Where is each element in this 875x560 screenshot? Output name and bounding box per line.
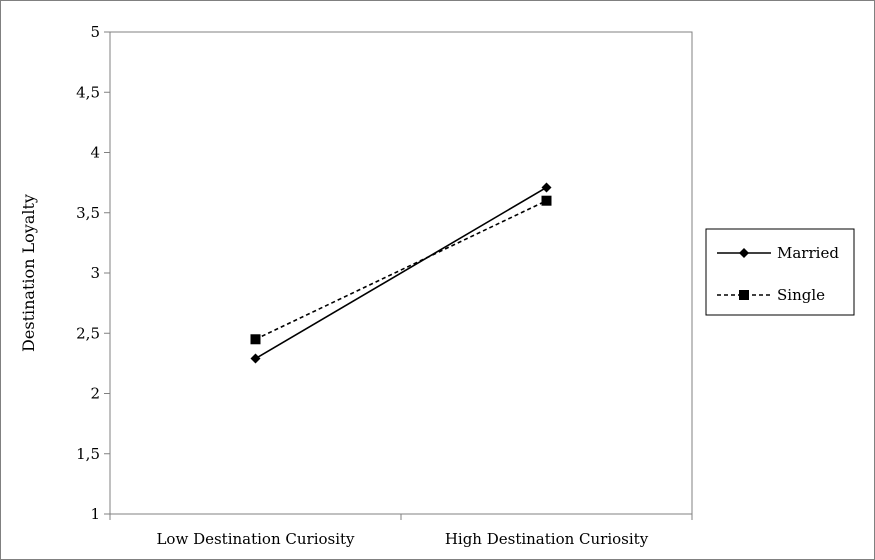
y-axis: 1 1,5 2 2,5 3 3,5 4 4,5 5: [76, 23, 110, 523]
data-point-single: [541, 195, 552, 206]
series-line-married: [255, 186, 547, 360]
y-tick-label: 1,5: [76, 445, 100, 463]
data-point-married: [541, 182, 552, 193]
legend-marker-married: [739, 248, 749, 258]
legend-label-single: Single: [777, 286, 825, 304]
legend-label-married: Married: [777, 244, 839, 262]
series-line-single: [255, 199, 547, 340]
y-tick-label: 2: [90, 385, 100, 403]
legend-box: [705, 228, 855, 316]
legend-marker-single: [739, 290, 749, 300]
x-tick-label: Low Destination Curiosity: [156, 530, 355, 548]
y-tick-label: 4,5: [76, 83, 100, 101]
y-axis-title: Destination Loyalty: [19, 194, 38, 352]
series-layer: [250, 182, 552, 364]
data-point-single: [250, 334, 261, 345]
y-tick-label: 5: [90, 23, 100, 41]
y-tick-label: 4: [90, 144, 100, 162]
y-tick-label: 3: [90, 264, 100, 282]
legend: Married Single: [705, 228, 855, 316]
y-tick-label: 2,5: [76, 324, 100, 342]
y-tick-label: 1: [90, 505, 100, 523]
x-tick-label: High Destination Curiosity: [445, 530, 649, 548]
data-point-married: [250, 353, 261, 364]
y-tick-label: 3,5: [76, 204, 100, 222]
x-axis: Low Destination Curiosity High Destinatio…: [109, 514, 693, 548]
